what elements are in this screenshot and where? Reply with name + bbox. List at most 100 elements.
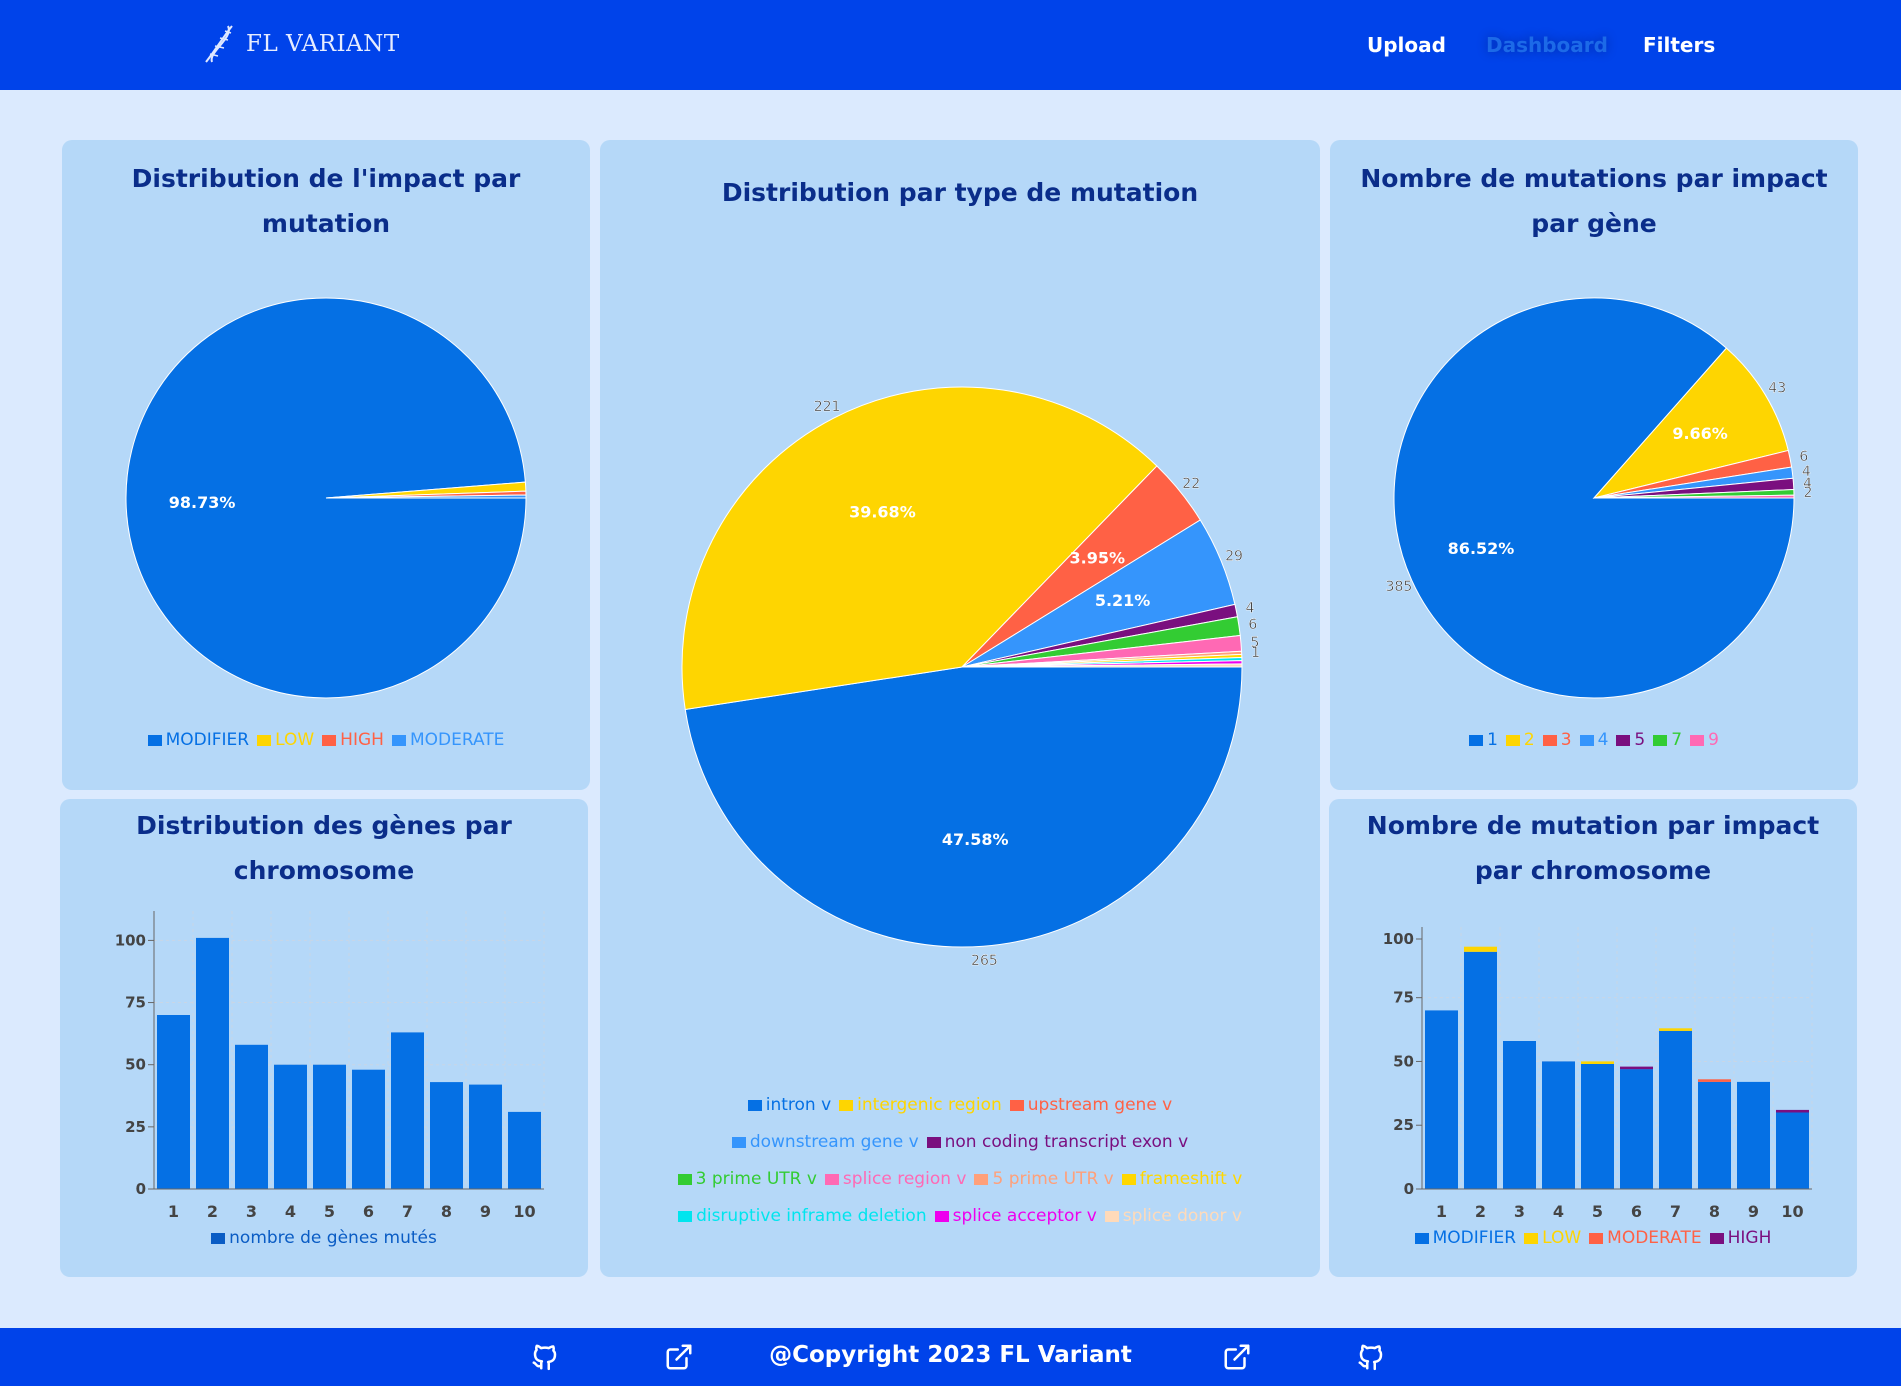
legend-item-3-prime-utr-v[interactable]: 3 prime UTR v	[677, 1169, 817, 1189]
legend-label: HIGH	[340, 730, 384, 750]
legend-swatch	[1104, 1210, 1119, 1222]
legend-row: nombre de gènes mutés	[60, 1228, 588, 1248]
impact-per-chromosome-card: Nombre de mutation par impact par chromo…	[1329, 799, 1857, 1277]
nav-filters[interactable]: Filters	[1643, 33, 1716, 57]
external-link-icon[interactable]	[664, 1342, 694, 1372]
legend-item-downstream-gene-v[interactable]: downstream gene v	[731, 1132, 919, 1152]
y-tick-label: 100	[115, 931, 146, 949]
legend-item-high[interactable]: HIGH	[322, 730, 384, 750]
bar-modifier-4	[1542, 1061, 1575, 1189]
y-tick-label: 25	[125, 1118, 146, 1136]
bar-modifier-9	[1737, 1081, 1770, 1189]
legend-item-low[interactable]: LOW	[1524, 1228, 1581, 1248]
legend-label: downstream gene v	[749, 1132, 919, 1152]
legend-swatch	[1414, 1232, 1429, 1244]
legend-item-frameshift-v[interactable]: frameshift v	[1121, 1169, 1242, 1189]
y-tick-label: 50	[125, 1056, 146, 1074]
legend-item-nombre-de-g-nes-mut-s[interactable]: nombre de gènes mutés	[211, 1228, 437, 1248]
legend-item-high[interactable]: HIGH	[1709, 1228, 1771, 1248]
slice-percent-label: 98.73%	[169, 493, 236, 512]
legend-item-disruptive-inframe-deletion[interactable]: disruptive inframe deletion	[678, 1206, 927, 1226]
mutation-type-legend: intron v intergenic region upstream gene v…	[600, 1095, 1320, 1243]
github-icon[interactable]	[1356, 1342, 1386, 1372]
legend-swatch	[1709, 1232, 1724, 1244]
impact-per-gene-card: Nombre de mutations par impact par gène …	[1330, 140, 1858, 790]
slice-percent-label: 5.21%	[1095, 591, 1151, 610]
legend-item-splice-region-v[interactable]: splice region v	[824, 1169, 967, 1189]
legend-label: 1	[1487, 730, 1498, 750]
impact-per-gene-legend: 1 2 3 4 5 7 9	[1330, 730, 1858, 750]
legend-item-4[interactable]: 4	[1579, 730, 1609, 750]
legend-label: 9	[1708, 730, 1719, 750]
pie-slice-2	[1592, 347, 1789, 499]
slice-count-label: 22	[1182, 476, 1200, 492]
legend-item-modifier[interactable]: MODIFIER	[1414, 1228, 1517, 1248]
legend-item-1[interactable]: 1	[1469, 730, 1498, 750]
external-link-icon[interactable]	[1222, 1342, 1252, 1372]
legend-row: 1 2 3 4 5 7 9	[1330, 730, 1858, 750]
nav-upload[interactable]: Upload	[1367, 33, 1446, 57]
legend-item-5[interactable]: 5	[1616, 730, 1645, 750]
legend-swatch	[1524, 1232, 1539, 1244]
legend-label: splice region v	[842, 1169, 967, 1189]
legend-item-splice-acceptor-v[interactable]: splice acceptor v	[934, 1206, 1097, 1226]
legend-item-intron-v[interactable]: intron v	[747, 1095, 831, 1115]
impact-distribution-card: Distribution de l'impact par mutation 98…	[62, 140, 590, 790]
brand-logo[interactable]: FL VARIANT	[200, 24, 400, 64]
genes-per-chromosome-legend: nombre de gènes mutés	[60, 1228, 588, 1248]
legend-item-upstream-gene-v[interactable]: upstream gene v	[1009, 1095, 1173, 1115]
legend-item-3[interactable]: 3	[1542, 730, 1572, 750]
legend-item-7[interactable]: 7	[1653, 730, 1682, 750]
legend-swatch	[824, 1173, 839, 1185]
slice-count-label: 4	[1246, 601, 1255, 617]
legend-label: upstream gene v	[1027, 1095, 1173, 1115]
nav-dashboard[interactable]: Dashboard	[1486, 33, 1608, 57]
bar-low-7	[1659, 1028, 1692, 1031]
legend-item-modifier[interactable]: MODIFIER	[147, 730, 249, 750]
impact-pie-legend: MODIFIER LOW HIGH MODERATE	[62, 730, 590, 750]
legend-item-splice-donor-v[interactable]: splice donor v	[1104, 1206, 1242, 1226]
slice-percent-label: 3.95%	[1070, 548, 1126, 567]
legend-label: 4	[1597, 730, 1609, 750]
legend-item-moderate[interactable]: MODERATE	[391, 730, 505, 750]
legend-swatch	[934, 1210, 949, 1222]
legend-swatch	[839, 1099, 854, 1111]
bar-nombre-de-g-nes-mut-s-1	[157, 1015, 190, 1189]
slice-count-label: 29	[1225, 548, 1243, 564]
legend-label: MODIFIER	[1432, 1228, 1517, 1248]
bar-modifier-1	[1425, 1010, 1458, 1189]
legend-label: 5 prime UTR v	[992, 1169, 1114, 1189]
legend-item-low[interactable]: LOW	[257, 730, 314, 750]
x-tick-label: 2	[207, 1202, 218, 1221]
x-tick-label: 2	[1475, 1202, 1486, 1221]
legend-row: intron v intergenic region upstream gene v	[600, 1095, 1320, 1115]
legend-label: MODERATE	[409, 730, 505, 750]
y-tick-label: 75	[1393, 989, 1414, 1007]
slice-count-label: 221	[814, 399, 841, 415]
slice-percent-label: 86.52%	[1448, 539, 1515, 558]
legend-item-5-prime-utr-v[interactable]: 5 prime UTR v	[974, 1169, 1114, 1189]
legend-label: 7	[1671, 730, 1683, 750]
impact-pie-chart: 98.73%	[125, 297, 527, 699]
slice-count-label: 265	[971, 953, 998, 969]
copyright-text: @Copyright 2023 FL Variant	[769, 1342, 1132, 1368]
x-tick-label: 1	[168, 1202, 179, 1221]
legend-label: intergenic region	[857, 1095, 1002, 1115]
slice-count-label: 2	[1803, 485, 1812, 501]
y-tick-label: 0	[1404, 1180, 1414, 1198]
legend-item-intergenic-region[interactable]: intergenic region	[839, 1095, 1002, 1115]
legend-item-2[interactable]: 2	[1505, 730, 1535, 750]
legend-item-moderate[interactable]: MODERATE	[1589, 1228, 1702, 1248]
bar-modifier-5	[1581, 1064, 1614, 1189]
bar-high-6	[1620, 1066, 1653, 1070]
bar-modifier-8	[1698, 1081, 1731, 1189]
legend-item-9[interactable]: 9	[1690, 730, 1719, 750]
legend-item-non-coding-transcript-exon-v[interactable]: non coding transcript exon v	[926, 1132, 1188, 1152]
y-tick-label: 100	[1383, 930, 1414, 948]
legend-label: 3 prime UTR v	[695, 1169, 817, 1189]
legend-label: LOW	[1542, 1228, 1582, 1248]
slice-count-label: 4	[1803, 476, 1812, 492]
x-tick-label: 1	[1436, 1202, 1447, 1221]
github-icon[interactable]	[530, 1342, 560, 1372]
mutation-type-pie-chart: 47.58% 265 39.68% 221 3.95% 22 5.21% 29 46 51	[681, 386, 1260, 969]
